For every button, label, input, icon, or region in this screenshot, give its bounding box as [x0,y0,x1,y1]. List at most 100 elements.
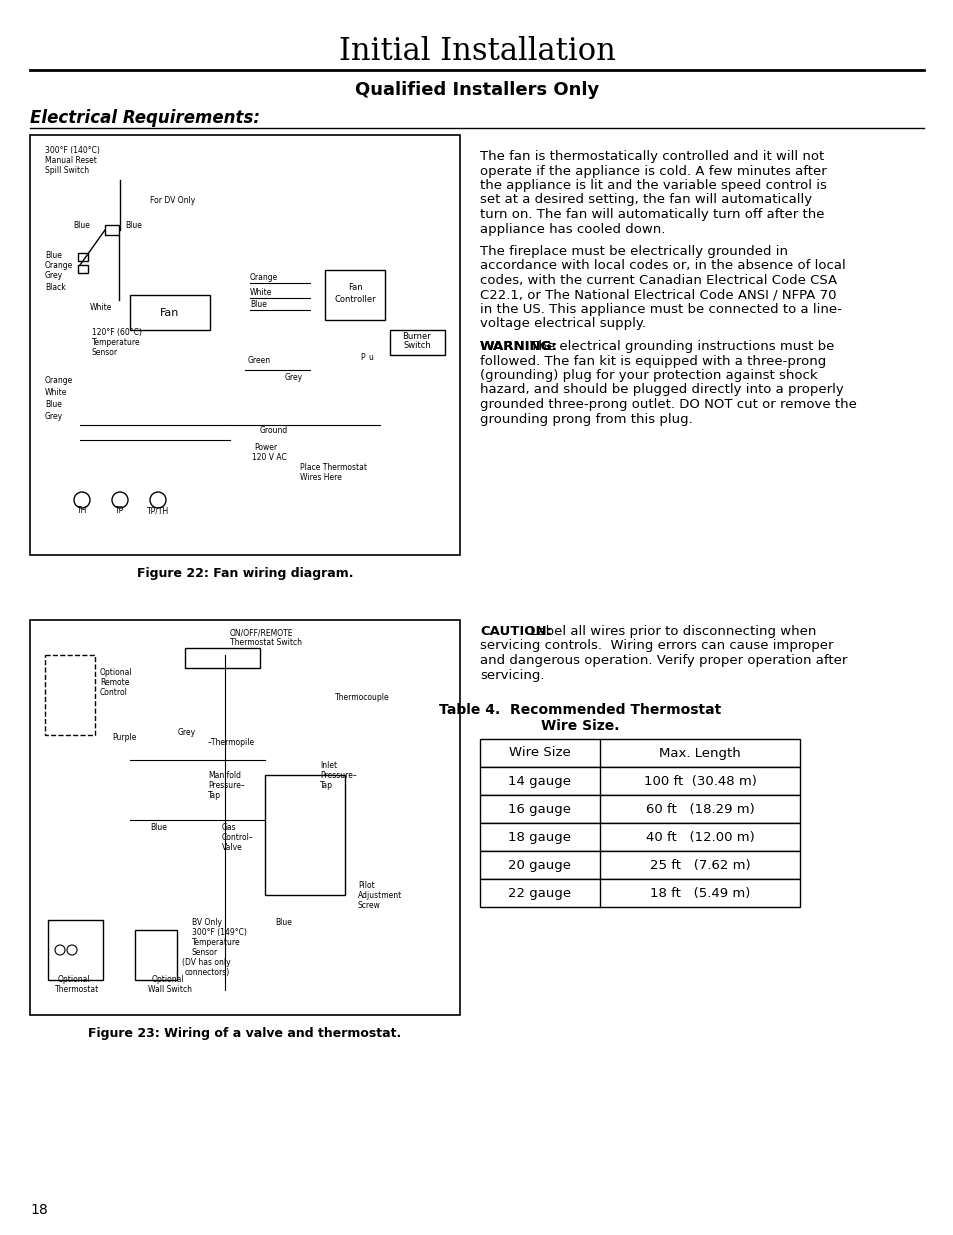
Text: White: White [45,388,68,396]
Text: Thermostat: Thermostat [55,986,99,994]
Bar [479,795,800,823]
Bar [30,135,459,555]
Bar [78,253,88,261]
Text: Remote: Remote [100,678,130,687]
Text: 18 ft   (5.49 m): 18 ft (5.49 m) [649,887,749,899]
Text: Wire Size.: Wire Size. [540,719,618,734]
Text: TP/TH: TP/TH [147,506,169,515]
Text: Blue: Blue [45,251,62,261]
Text: BV Only: BV Only [192,918,222,927]
Text: Figure 22: Fan wiring diagram.: Figure 22: Fan wiring diagram. [136,567,353,579]
Text: Pilot: Pilot [357,881,375,890]
Text: White: White [90,303,112,312]
Bar [265,776,345,895]
Text: Spill Switch: Spill Switch [45,165,89,175]
Text: Thermostat Switch: Thermostat Switch [230,638,302,647]
Text: Optional: Optional [58,974,91,984]
Text: and dangerous operation. Verify proper operation after: and dangerous operation. Verify proper o… [479,655,846,667]
Text: Grey: Grey [45,412,63,421]
Text: ON/OFF/REMOTE: ON/OFF/REMOTE [230,629,294,637]
Text: 16 gauge: 16 gauge [508,803,571,815]
Text: servicing.: servicing. [479,668,544,682]
Text: 120°F (60°C): 120°F (60°C) [91,329,142,337]
Text: Sensor: Sensor [91,348,118,357]
Bar [325,270,385,320]
Text: 300°F (149°C): 300°F (149°C) [192,927,247,937]
Text: Tap: Tap [208,790,221,800]
Text: in the US. This appliance must be connected to a line-: in the US. This appliance must be connec… [479,303,841,316]
Text: Label all wires prior to disconnecting when: Label all wires prior to disconnecting w… [526,625,816,638]
Text: u: u [368,353,373,362]
Bar [185,648,260,668]
Bar [479,767,800,795]
Text: C22.1, or The National Electrical Code ANSI / NFPA 70: C22.1, or The National Electrical Code A… [479,289,836,301]
Text: Burner: Burner [402,332,431,341]
Text: servicing controls.  Wiring errors can cause improper: servicing controls. Wiring errors can ca… [479,640,833,652]
Text: Blue: Blue [150,823,167,832]
Text: accordance with local codes or, in the absence of local: accordance with local codes or, in the a… [479,259,845,273]
Text: (grounding) plug for your protection against shock: (grounding) plug for your protection aga… [479,369,817,382]
Text: Initial Installation: Initial Installation [338,37,615,68]
Bar [30,620,459,1015]
Text: 300°F (140°C): 300°F (140°C) [45,146,100,156]
Text: Optional: Optional [100,668,132,677]
Text: Control: Control [100,688,128,697]
Text: Adjustment: Adjustment [357,890,402,900]
Text: 22 gauge: 22 gauge [508,887,571,899]
Text: Qualified Installers Only: Qualified Installers Only [355,82,598,99]
Text: Manual Reset: Manual Reset [45,156,97,165]
Text: Temperature: Temperature [192,939,240,947]
Text: Orange: Orange [45,375,73,385]
Bar [135,930,177,981]
Text: Fan: Fan [347,283,362,291]
Text: The electrical grounding instructions must be: The electrical grounding instructions mu… [526,340,834,353]
Text: Power: Power [253,443,276,452]
Text: grounding prong from this plug.: grounding prong from this plug. [479,412,692,426]
Text: Tap: Tap [319,781,333,790]
Text: Figure 23: Wiring of a valve and thermostat.: Figure 23: Wiring of a valve and thermos… [89,1026,401,1040]
Text: (DV has only: (DV has only [182,958,231,967]
Text: Grey: Grey [285,373,303,382]
Bar [45,655,95,735]
Text: Green: Green [248,356,271,366]
Text: 40 ft   (12.00 m): 40 ft (12.00 m) [645,830,754,844]
Text: appliance has cooled down.: appliance has cooled down. [479,222,664,236]
Text: Blue: Blue [45,400,62,409]
Text: Inlet: Inlet [319,761,336,769]
Text: Pressure–: Pressure– [319,771,356,781]
Text: Orange: Orange [45,261,73,270]
Text: 120 V AC: 120 V AC [252,453,287,462]
Text: Grey: Grey [45,270,63,280]
Text: Thermocouple: Thermocouple [335,693,389,701]
Text: Blue: Blue [73,221,90,230]
Text: operate if the appliance is cold. A few minutes after: operate if the appliance is cold. A few … [479,164,826,178]
Text: Manifold: Manifold [208,771,241,781]
Text: 25 ft   (7.62 m): 25 ft (7.62 m) [649,858,749,872]
Text: WARNING:: WARNING: [479,340,558,353]
Text: 14 gauge: 14 gauge [508,774,571,788]
Bar [479,739,800,767]
Text: Temperature: Temperature [91,338,140,347]
Text: Switch: Switch [403,341,431,350]
Text: Control–: Control– [222,832,253,842]
Text: TP: TP [115,506,125,515]
Text: 60 ft   (18.29 m): 60 ft (18.29 m) [645,803,754,815]
Text: Sensor: Sensor [192,948,218,957]
Text: Optional: Optional [152,974,185,984]
Text: Wire Size: Wire Size [509,746,570,760]
Text: connectors): connectors) [185,968,230,977]
Text: Wall Switch: Wall Switch [148,986,192,994]
Bar [479,823,800,851]
Text: Place Thermostat: Place Thermostat [299,463,367,472]
Text: Black: Black [45,283,66,291]
Bar [48,920,103,981]
Text: Table 4.  Recommended Thermostat: Table 4. Recommended Thermostat [438,703,720,718]
Text: Electrical Requirements:: Electrical Requirements: [30,109,260,127]
Bar [105,225,119,235]
Text: Max. Length: Max. Length [659,746,740,760]
Text: Blue: Blue [250,300,267,309]
Bar [78,266,88,273]
Text: The fireplace must be electrically grounded in: The fireplace must be electrically groun… [479,245,787,258]
Text: set at a desired setting, the fan will automatically: set at a desired setting, the fan will a… [479,194,811,206]
Text: hazard, and should be plugged directly into a properly: hazard, and should be plugged directly i… [479,384,842,396]
